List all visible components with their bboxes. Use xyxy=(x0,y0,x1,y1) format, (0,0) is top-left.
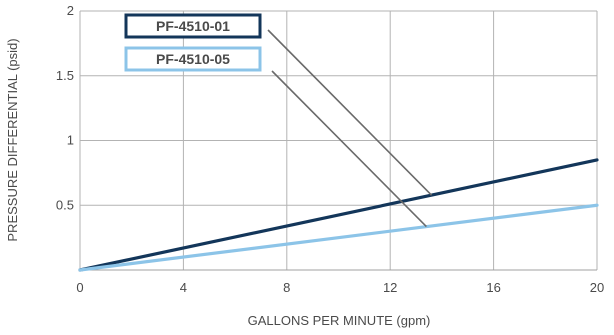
legend-leader-line-1 xyxy=(267,29,433,196)
series-lines xyxy=(78,158,599,272)
x-tick-label: 8 xyxy=(283,280,290,295)
tick-labels: 0 4 8 12 16 20 0.5 1 1.5 2 xyxy=(56,3,604,295)
legend-label-1: PF-4510-01 xyxy=(156,18,230,34)
y-tick-label: 0.5 xyxy=(56,197,74,212)
x-tick-label: 20 xyxy=(590,280,604,295)
y-tick-label: 2 xyxy=(67,3,74,18)
legend-box-1 xyxy=(124,13,262,39)
series-line-1 xyxy=(78,158,599,272)
series-line-2 xyxy=(78,203,599,272)
legend: PF-4510-01 PF-4510-05 xyxy=(124,13,433,228)
grid xyxy=(79,10,598,270)
x-tick-label: 4 xyxy=(180,280,187,295)
x-axis-title: GALLONS PER MINUTE (gpm) xyxy=(248,313,431,328)
legend-label-2: PF-4510-05 xyxy=(156,51,230,67)
y-tick-label: 1 xyxy=(67,133,74,148)
x-tick-label: 0 xyxy=(76,280,83,295)
legend-leader-line-2 xyxy=(271,70,427,228)
legend-box-2 xyxy=(124,46,262,72)
y-tick-label: 1.5 xyxy=(56,68,74,83)
x-tick-label: 12 xyxy=(383,280,397,295)
x-tick-label: 16 xyxy=(486,280,500,295)
y-axis-title: PRESSURE DIFFERENTIAL (psid) xyxy=(5,38,20,241)
